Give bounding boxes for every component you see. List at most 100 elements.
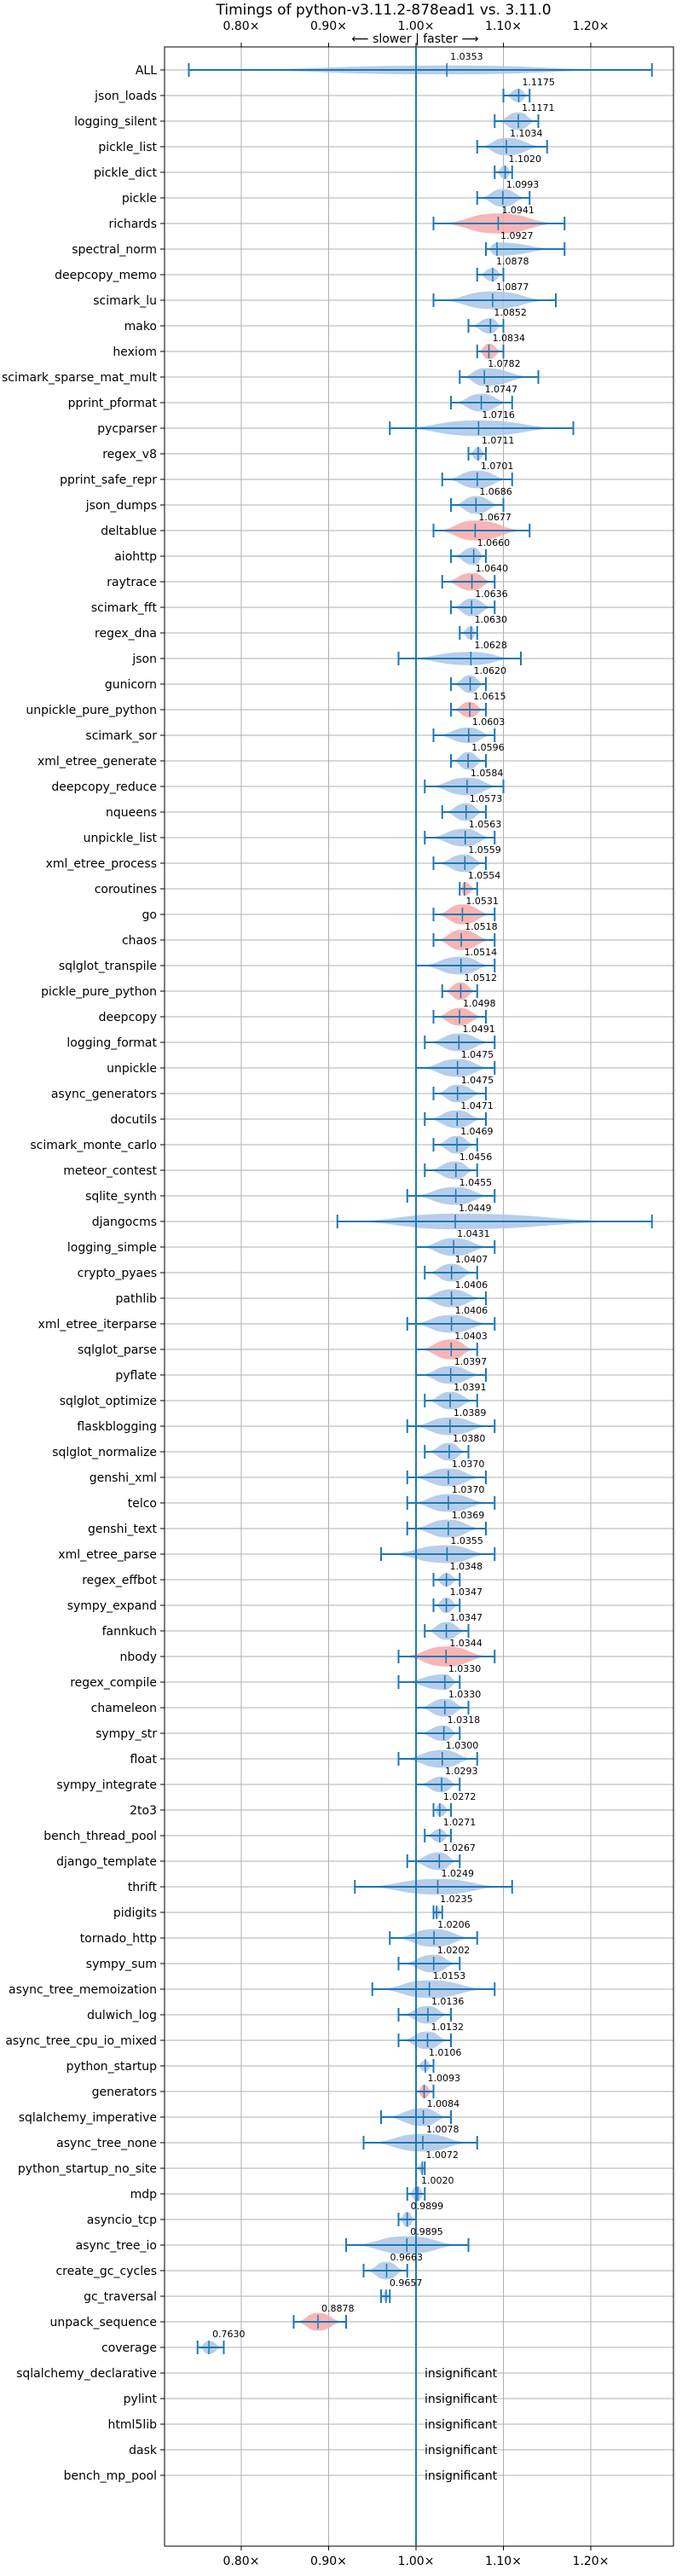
tick-label-top: 0.90× (310, 20, 347, 33)
benchmark-label: telco (128, 1497, 157, 1511)
insignificant-label: insignificant (425, 2367, 498, 2381)
value-label: 1.0153 (433, 1970, 466, 1981)
benchmark-label: sqlalchemy_declarative (16, 2367, 157, 2381)
benchmark-label: pickle_pure_python (41, 985, 157, 999)
value-labels: 1.0353 1.1175 1.1171 1.1034 1.1020 1.0993 1.09… (212, 51, 555, 2483)
benchmark-label: pyflate (115, 1369, 157, 1383)
benchmark-label: spectral_norm (72, 243, 157, 257)
benchmark-label: flaskblogging (77, 1420, 157, 1434)
benchmark-label: xml_etree_generate (38, 755, 157, 769)
value-label: 1.0206 (437, 1919, 471, 1930)
benchmark-label: create_gc_cycles (55, 2265, 157, 2278)
benchmark-label: deepcopy (99, 1011, 157, 1024)
benchmark-label: json (131, 653, 157, 666)
insignificant-label: insignificant (425, 2469, 498, 2483)
benchmark-label: coroutines (95, 883, 157, 896)
benchmark-label: sqlglot_transpile (59, 960, 157, 973)
value-label: 1.0407 (455, 1254, 488, 1265)
value-label: 1.0584 (471, 768, 504, 779)
tick-label-bottom: 1.00× (398, 2555, 435, 2568)
value-label: 1.0348 (450, 1561, 483, 1572)
value-label: 1.0677 (478, 512, 512, 523)
value-label: 1.0686 (479, 486, 512, 497)
benchmark-label: deltablue (101, 525, 157, 538)
benchmark-label: thrift (128, 1881, 158, 1894)
value-label: 1.0456 (459, 1152, 493, 1163)
value-label: 1.0380 (453, 1433, 486, 1444)
value-label: 1.0660 (477, 537, 511, 548)
value-label: 1.0711 (482, 435, 515, 446)
benchmark-label: docutils (110, 1113, 157, 1127)
benchmark-label: regex_v8 (102, 448, 157, 461)
benchmark-label: xml_etree_process (46, 857, 157, 871)
benchmark-label: async_tree_memoization (9, 1983, 157, 1997)
value-label: 0.7630 (212, 2329, 246, 2340)
benchmark-label: gunicorn (105, 678, 157, 692)
benchmark-label: meteor_contest (63, 1164, 157, 1178)
benchmark-label: sqlglot_normalize (52, 1446, 157, 1459)
value-label: 1.0330 (448, 1689, 482, 1700)
tick-label-top: 1.00× (398, 20, 435, 33)
value-label: 1.0369 (452, 1510, 485, 1521)
value-label: 1.0136 (431, 1996, 465, 2007)
chart-title: Timings of python-v3.11.2-878ead1 vs. 3.… (215, 2, 551, 19)
value-label: 1.0330 (448, 1663, 482, 1674)
value-label: 1.0640 (476, 563, 509, 574)
benchmark-label: nqueens (106, 806, 157, 820)
value-label: 1.0475 (461, 1049, 494, 1060)
benchmark-label: json_loads (94, 90, 157, 103)
benchmark-label: scimark_lu (93, 294, 157, 308)
violins (188, 65, 652, 2354)
value-label: 1.0514 (465, 947, 498, 958)
value-label: 1.0636 (475, 589, 508, 600)
benchmark-label: django_template (56, 1855, 157, 1869)
value-label: 1.0370 (452, 1484, 485, 1495)
value-label: 1.0491 (462, 1024, 495, 1035)
tick-label-bottom: 1.10× (485, 2555, 522, 2568)
benchmark-label: logging_silent (74, 115, 157, 129)
value-label: 1.0471 (460, 1100, 494, 1111)
value-label: 1.1171 (522, 102, 555, 113)
benchmark-label: pickle (122, 192, 157, 206)
value-label: 1.0020 (421, 2175, 454, 2186)
benchmark-label: deepcopy_reduce (51, 780, 157, 794)
whiskers (188, 63, 653, 2354)
value-label: 1.0235 (440, 1894, 473, 1905)
value-label: 1.0531 (465, 896, 499, 907)
benchmark-label: regex_dna (95, 627, 157, 641)
value-label: 1.0344 (449, 1638, 483, 1649)
benchmark-label: json_dumps (85, 499, 157, 513)
benchmark-label: scimark_sparse_mat_mult (2, 371, 157, 385)
benchmark-label: unpack_sequence (50, 2316, 157, 2329)
value-label: 1.0620 (474, 665, 507, 676)
benchmark-label: aiohttp (114, 550, 157, 564)
benchmark-label: mdp (130, 2188, 158, 2202)
benchmark-label: tornado_http (80, 1932, 157, 1946)
value-label: 1.0403 (454, 1331, 488, 1342)
benchmark-label: 2to3 (130, 1804, 157, 1818)
value-label: 1.0271 (443, 1817, 477, 1828)
value-label: 1.0318 (448, 1714, 481, 1726)
tick-label-top: 0.80× (223, 20, 260, 33)
benchmark-label: sqlite_synth (85, 1190, 157, 1204)
benchmark-label: chaos (122, 934, 157, 948)
benchmark-label: sympy_integrate (56, 1778, 157, 1792)
benchmark-label: ALL (136, 64, 157, 78)
benchmark-label: generators (92, 2086, 157, 2099)
benchmark-label: async_tree_io (76, 2239, 157, 2253)
benchmark-label: richards (109, 218, 158, 231)
x-axis-ticks: 0.80× 0.80× 0.90× 0.90× 1.00× 1.00× 1.10× 1.10×… (223, 20, 610, 2568)
insignificant-label: insignificant (425, 2418, 498, 2432)
benchmark-label: mako (124, 320, 157, 334)
benchmark-label: bench_mp_pool (64, 2469, 157, 2483)
value-label: 1.0300 (446, 1740, 479, 1751)
value-label: 1.0498 (463, 998, 496, 1009)
value-label: 1.0455 (459, 1177, 493, 1188)
value-label: 1.0878 (496, 256, 529, 267)
benchmark-label: xml_etree_parse (58, 1548, 157, 1562)
value-label: 1.0093 (428, 2073, 460, 2084)
value-label: 1.0512 (464, 972, 497, 983)
value-label: 1.0628 (474, 640, 507, 651)
value-label: 1.0747 (485, 384, 518, 395)
